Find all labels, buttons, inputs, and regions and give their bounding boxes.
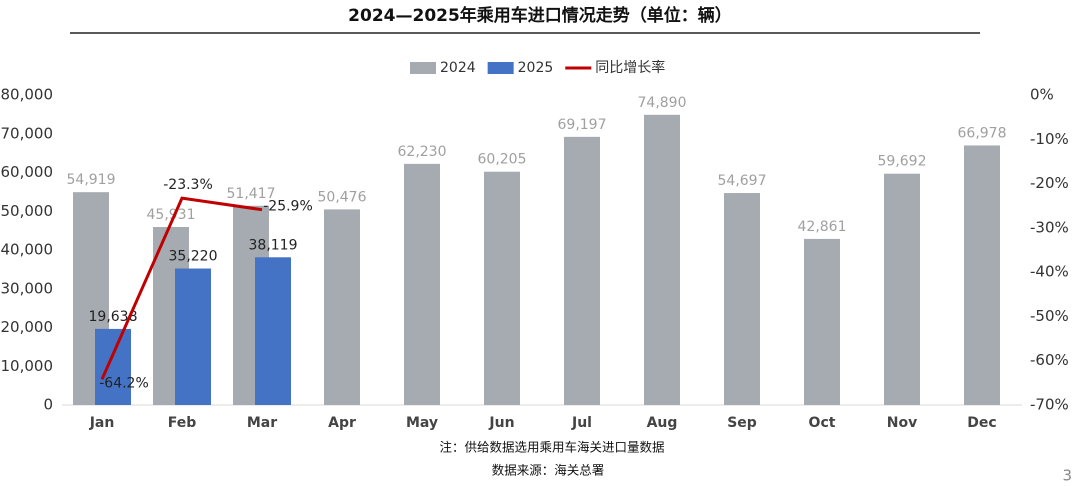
y2-tick-label: -70% xyxy=(1030,396,1069,414)
bar xyxy=(404,163,440,405)
x-tick-label: Jun xyxy=(488,415,514,431)
data-label: -23.3% xyxy=(163,177,213,193)
bar xyxy=(804,238,840,405)
chart-title: 2024—2025年乘用车进口情况走势（单位：辆） xyxy=(348,5,732,26)
data-label: 42,861 xyxy=(798,219,847,235)
bar xyxy=(564,136,600,405)
legend-swatch xyxy=(410,62,436,74)
page-number: 3 xyxy=(1062,467,1072,485)
data-label: 74,890 xyxy=(638,95,687,111)
data-label: 45,931 xyxy=(147,207,196,223)
data-label: 51,417 xyxy=(227,186,276,202)
bar xyxy=(255,257,291,405)
x-tick-label: May xyxy=(406,415,438,431)
data-label: 60,205 xyxy=(478,152,527,168)
source: 数据来源：海关总署 xyxy=(492,463,605,478)
y2-tick-label: -30% xyxy=(1030,218,1069,236)
y-tick-label: 30,000 xyxy=(1,279,54,297)
y2-tick-label: -10% xyxy=(1030,130,1069,148)
bar xyxy=(95,328,131,405)
data-label: 66,978 xyxy=(958,125,1007,141)
y2-tick-label: -60% xyxy=(1030,351,1069,369)
y-tick-label: 10,000 xyxy=(1,357,54,375)
data-label: -25.9% xyxy=(263,199,313,215)
x-tick-label: Sep xyxy=(727,415,757,431)
x-tick-label: Aug xyxy=(647,415,678,431)
data-label: 69,197 xyxy=(558,117,607,133)
y-tick-label: 40,000 xyxy=(1,241,54,259)
y2-tick-label: -50% xyxy=(1030,307,1069,325)
x-tick-label: Feb xyxy=(168,415,197,431)
x-tick-label: Mar xyxy=(247,415,277,431)
x-tick-label: Oct xyxy=(809,415,836,431)
bar xyxy=(175,268,211,405)
data-label: 50,476 xyxy=(318,189,367,205)
bar xyxy=(884,173,920,405)
bar xyxy=(964,145,1000,405)
data-label: 35,220 xyxy=(169,249,218,265)
x-tick-label: Dec xyxy=(967,415,996,431)
note: 注：供给数据选用乘用车海关进口量数据 xyxy=(439,440,664,455)
legend-label: 同比增长率 xyxy=(595,59,665,76)
data-label: 19,638 xyxy=(89,309,138,325)
y-tick-label: 50,000 xyxy=(1,202,54,220)
bar xyxy=(644,114,680,406)
bar xyxy=(324,209,360,405)
data-label: 62,230 xyxy=(398,144,447,160)
y2-tick-label: 0% xyxy=(1030,86,1054,104)
bar xyxy=(724,193,760,405)
line xyxy=(100,196,263,380)
data-label: -64.2% xyxy=(99,375,149,391)
y-tick-label: 60,000 xyxy=(1,163,54,181)
y-tick-label: 80,000 xyxy=(1,86,54,104)
data-label: 38,119 xyxy=(249,237,298,253)
data-label: 54,919 xyxy=(67,172,116,188)
y-tick-label: 20,000 xyxy=(1,318,54,336)
x-tick-label: Nov xyxy=(887,415,917,431)
y-tick-label: 70,000 xyxy=(1,124,54,142)
y2-tick-label: -40% xyxy=(1030,263,1069,281)
data-label: 54,697 xyxy=(718,173,767,189)
legend-label: 2025 xyxy=(518,60,554,76)
data-label: 59,692 xyxy=(878,154,927,170)
legend-swatch xyxy=(487,62,514,74)
y-tick-label: 0 xyxy=(43,396,53,414)
bar xyxy=(484,171,520,405)
x-tick-label: Apr xyxy=(328,415,356,431)
x-tick-label: Jul xyxy=(571,415,592,431)
y2-tick-label: -20% xyxy=(1030,174,1069,192)
x-tick-label: Jan xyxy=(89,415,115,431)
legend-label: 2024 xyxy=(440,60,476,76)
